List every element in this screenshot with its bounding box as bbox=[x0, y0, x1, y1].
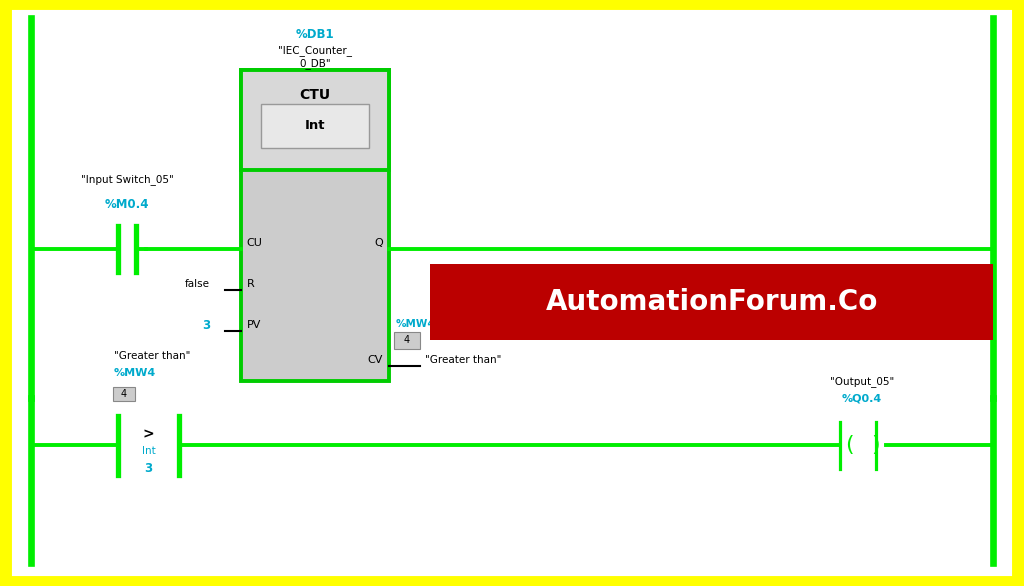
Text: CV: CV bbox=[368, 355, 383, 366]
Text: AutomationForum.Co: AutomationForum.Co bbox=[546, 288, 878, 316]
Text: %M0.4: %M0.4 bbox=[104, 198, 150, 211]
Text: "Greater than": "Greater than" bbox=[425, 355, 502, 366]
Text: "Output_05": "Output_05" bbox=[830, 376, 894, 387]
Bar bbox=[241, 70, 389, 170]
Text: Q: Q bbox=[374, 238, 383, 248]
Text: 0_DB": 0_DB" bbox=[299, 58, 331, 69]
Text: R: R bbox=[247, 279, 255, 289]
Text: %Q0.4: %Q0.4 bbox=[842, 393, 883, 403]
Text: >: > bbox=[142, 428, 155, 442]
Text: Int: Int bbox=[304, 120, 326, 132]
Bar bbox=[113, 387, 135, 401]
Text: ): ) bbox=[871, 435, 880, 455]
Text: 4: 4 bbox=[403, 335, 410, 346]
Text: 3: 3 bbox=[202, 319, 210, 332]
Text: %MW4: %MW4 bbox=[114, 368, 156, 378]
Text: 4: 4 bbox=[121, 389, 127, 399]
Text: CU: CU bbox=[247, 238, 263, 248]
Text: 3: 3 bbox=[144, 462, 153, 475]
Text: CTU: CTU bbox=[299, 88, 331, 102]
Bar bbox=[394, 332, 420, 349]
Text: false: false bbox=[184, 279, 209, 289]
Text: "IEC_Counter_: "IEC_Counter_ bbox=[278, 45, 352, 56]
Bar bbox=[261, 104, 369, 148]
Text: "Greater than": "Greater than" bbox=[114, 350, 190, 360]
Text: %DB1: %DB1 bbox=[296, 28, 334, 41]
Text: (: ( bbox=[846, 435, 854, 455]
Text: PV: PV bbox=[247, 320, 261, 331]
Bar bbox=[241, 70, 389, 381]
Text: Int: Int bbox=[141, 446, 156, 456]
Text: %MW4: %MW4 bbox=[395, 319, 435, 329]
Text: "Input Switch_05": "Input Switch_05" bbox=[81, 173, 173, 185]
Bar bbox=[430, 264, 993, 340]
